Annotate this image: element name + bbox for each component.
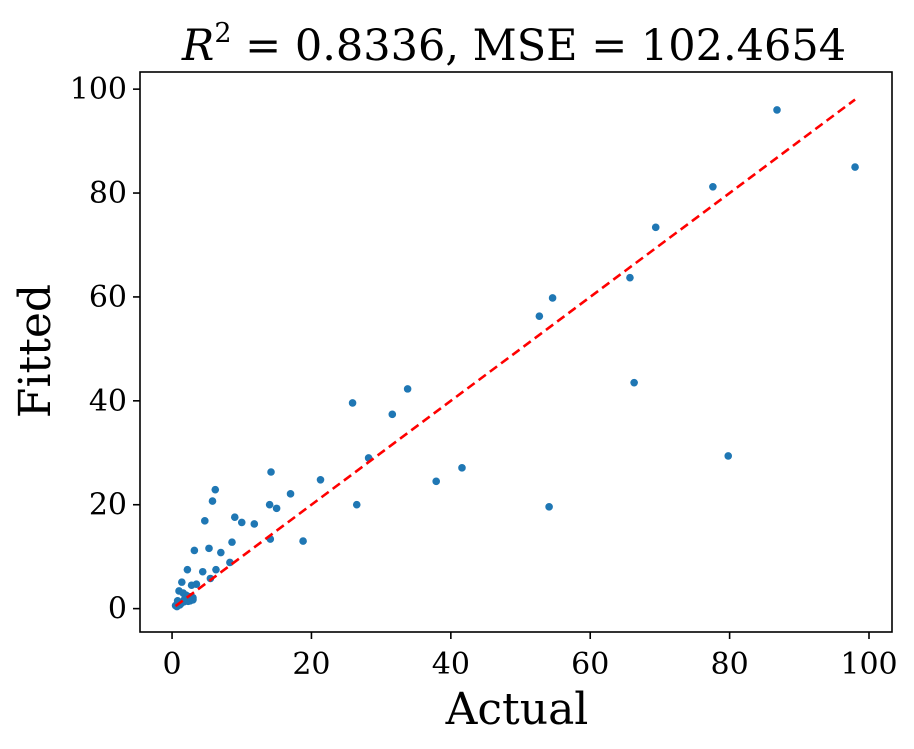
x-tick-label: 40 xyxy=(432,647,470,682)
data-point xyxy=(272,504,281,513)
data-point xyxy=(348,399,357,407)
data-point xyxy=(403,385,412,393)
reference-line xyxy=(174,98,856,608)
x-tick-label: 20 xyxy=(292,647,330,682)
data-point xyxy=(388,410,397,419)
data-point xyxy=(709,183,717,191)
data-point xyxy=(651,223,660,232)
data-point xyxy=(851,163,859,171)
data-point xyxy=(192,580,201,589)
data-point xyxy=(545,503,553,511)
data-point xyxy=(211,485,220,494)
data-point xyxy=(189,595,197,604)
data-point xyxy=(205,544,213,553)
data-point xyxy=(548,294,557,302)
x-tick-label: 80 xyxy=(711,647,749,682)
y-tick-label: 80 xyxy=(89,176,127,211)
data-point xyxy=(190,546,199,555)
data-point xyxy=(299,537,307,545)
x-tick-label: 0 xyxy=(163,647,182,682)
data-point xyxy=(724,452,733,460)
x-axis-ticks: 0 20 40 60 80 100 xyxy=(163,632,898,682)
data-point xyxy=(198,567,207,576)
x-tick-label: 60 xyxy=(571,647,609,682)
plot-area xyxy=(139,71,893,633)
x-tick-label: 100 xyxy=(840,647,897,682)
y-tick-label: 40 xyxy=(89,384,127,419)
data-point xyxy=(178,578,186,586)
scatter-points xyxy=(171,106,859,611)
data-point xyxy=(230,513,239,521)
y-axis-label: Fitted xyxy=(10,284,61,418)
data-point xyxy=(237,518,246,527)
data-point xyxy=(265,500,274,509)
data-point xyxy=(212,565,220,574)
y-tick-label: 60 xyxy=(89,280,127,315)
data-point xyxy=(626,273,634,282)
y-tick-label: 20 xyxy=(89,488,127,523)
data-point xyxy=(183,565,192,574)
data-point xyxy=(217,548,225,557)
y-tick-label: 0 xyxy=(108,592,127,627)
data-point xyxy=(458,464,466,472)
data-point xyxy=(286,490,295,498)
data-point xyxy=(630,378,638,387)
data-point xyxy=(316,475,325,484)
data-point xyxy=(535,312,544,320)
x-axis-label: Actual xyxy=(445,684,589,735)
data-point xyxy=(228,538,236,546)
data-point xyxy=(250,520,259,528)
data-point xyxy=(267,468,275,476)
data-point xyxy=(432,477,441,486)
chart-title: R2 = 0.8336, MSE = 102.4654 xyxy=(181,18,846,71)
data-point xyxy=(208,497,217,505)
title-superscript: 2 xyxy=(214,18,231,49)
data-point xyxy=(201,517,209,525)
title-rest: = 0.8336, MSE = 102.4654 xyxy=(232,21,847,71)
y-axis-ticks: 0 20 40 60 80 100 xyxy=(70,72,140,627)
data-point xyxy=(773,106,781,114)
title-r: R xyxy=(181,21,214,71)
y-tick-label: 100 xyxy=(70,72,127,107)
data-point xyxy=(352,500,361,509)
